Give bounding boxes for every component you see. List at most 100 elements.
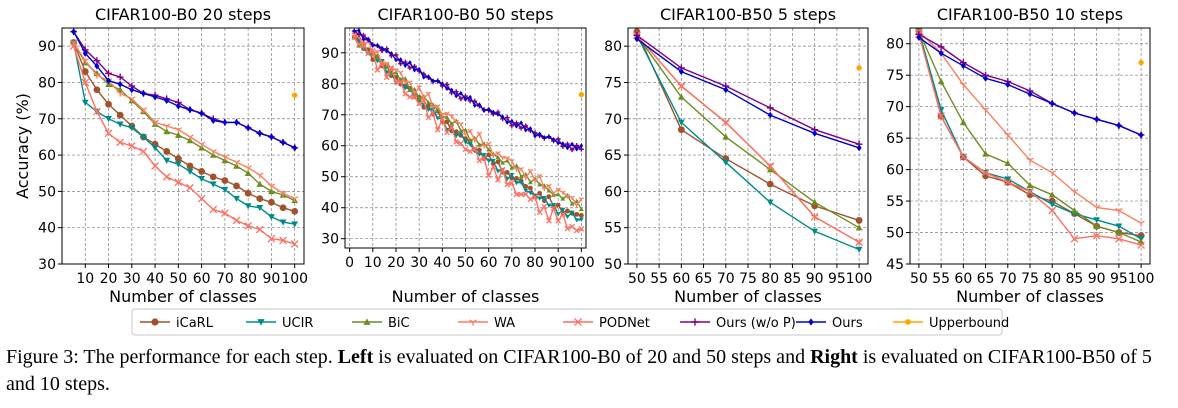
data-point-wa [397, 70, 404, 75]
data-point-icarl [163, 148, 171, 155]
data-point-wa [504, 156, 510, 161]
data-point-podnet [244, 222, 253, 230]
data-point-wa [467, 128, 473, 134]
legend-label: Upperbound [929, 316, 1009, 331]
data-point-icarl [209, 173, 217, 181]
data-point-bic [384, 64, 390, 69]
data-point-ours [500, 114, 505, 120]
series-podnet [69, 42, 299, 248]
data-point-ours [384, 48, 389, 54]
data-point-ours [403, 63, 408, 69]
series-upperbound [1138, 59, 1144, 66]
data-point-ucir [174, 161, 182, 168]
legend-swatch-marker [257, 319, 265, 326]
legend-swatch-marker [469, 319, 477, 326]
data-point-ucir [811, 228, 819, 235]
data-point-podnet [439, 116, 446, 122]
data-point-ours [510, 118, 514, 124]
data-point-icarl [81, 68, 89, 75]
x-axis-label: Number of classes [674, 287, 822, 306]
ytick-label: 70 [886, 100, 904, 116]
data-point-podnet [365, 50, 372, 57]
data-point-wa [439, 112, 446, 118]
data-point-ours [117, 80, 123, 88]
data-point-bic [458, 128, 464, 133]
data-point-ucir [430, 107, 436, 112]
legend-item-ucir: UCIR [246, 316, 313, 331]
series-line-wa [353, 33, 582, 207]
data-point-ours-w-o-p [569, 147, 575, 153]
data-point-ours [523, 127, 528, 133]
series-line-podnet [636, 34, 860, 243]
ytick-label: 50 [321, 170, 339, 186]
data-point-podnet [527, 196, 534, 203]
xtick-label: 60 [672, 271, 690, 287]
data-point-ucir [221, 186, 229, 193]
xtick-label: 90 [263, 271, 281, 287]
data-point-podnet [379, 59, 385, 66]
data-point-icarl [116, 111, 124, 119]
data-point-bic [546, 188, 552, 193]
data-point-ours-w-o-p [453, 89, 459, 95]
data-point-wa [407, 80, 413, 85]
data-point-icarl [105, 100, 112, 108]
data-point-ucir [116, 121, 124, 128]
data-point-podnet [369, 48, 376, 54]
data-point-icarl [93, 86, 101, 94]
data-point-podnet [255, 225, 264, 234]
data-point-bic [1115, 229, 1123, 236]
data-point-ours [505, 119, 510, 125]
data-point-ours [412, 67, 417, 73]
caption-right-bold: Right [810, 346, 858, 368]
data-point-ours [449, 87, 454, 93]
data-point-ours [105, 77, 112, 85]
data-point-wa [1115, 207, 1123, 214]
series-podnet [351, 34, 585, 234]
data-point-ucir [402, 86, 408, 91]
ytick-label: 80 [321, 77, 339, 93]
data-point-podnet [351, 34, 358, 41]
data-point-wa [139, 107, 148, 114]
data-point-bic [959, 119, 967, 126]
data-point-podnet [766, 162, 775, 170]
xtick-label: 70 [503, 255, 521, 271]
data-point-bic [1004, 159, 1012, 167]
data-point-wa [116, 90, 124, 97]
data-point-ours [1138, 131, 1144, 139]
series-ours-w-o-p [633, 31, 863, 148]
legend-swatch-marker [905, 319, 911, 325]
data-point-ours [222, 119, 228, 126]
data-point-ours [1005, 81, 1011, 89]
data-point-podnet [495, 177, 501, 183]
data-point-ours-w-o-p [518, 125, 524, 131]
data-point-bic [244, 169, 252, 176]
data-point-podnet [564, 225, 571, 232]
data-point-bic [1071, 207, 1078, 214]
data-point-podnet [1137, 241, 1145, 249]
data-point-icarl [477, 147, 482, 153]
data-point-ours [435, 78, 440, 84]
data-point-podnet [490, 163, 497, 170]
series-ours [634, 35, 862, 152]
data-point-ucir [186, 168, 194, 175]
data-point-icarl [244, 189, 252, 197]
data-point-wa [578, 197, 585, 202]
data-point-wa [481, 144, 487, 149]
xtick-label: 90 [1088, 271, 1106, 287]
data-point-icarl [256, 195, 264, 203]
data-point-icarl [279, 204, 287, 212]
data-point-ours [767, 111, 773, 119]
data-point-wa [536, 173, 543, 179]
data-point-bic [426, 99, 431, 105]
x-axis-label: Number of classes [392, 287, 540, 306]
xtick-label: 100 [281, 271, 308, 287]
data-point-ucir [268, 214, 275, 221]
data-point-ucir [578, 217, 584, 222]
data-point-ours [916, 34, 922, 41]
data-point-wa [527, 168, 534, 174]
ytick-label: 60 [321, 139, 339, 155]
xtick-label: 50 [910, 271, 928, 287]
xtick-label: 65 [977, 271, 995, 287]
data-point-ucir [677, 119, 685, 126]
data-point-ours [579, 143, 584, 148]
